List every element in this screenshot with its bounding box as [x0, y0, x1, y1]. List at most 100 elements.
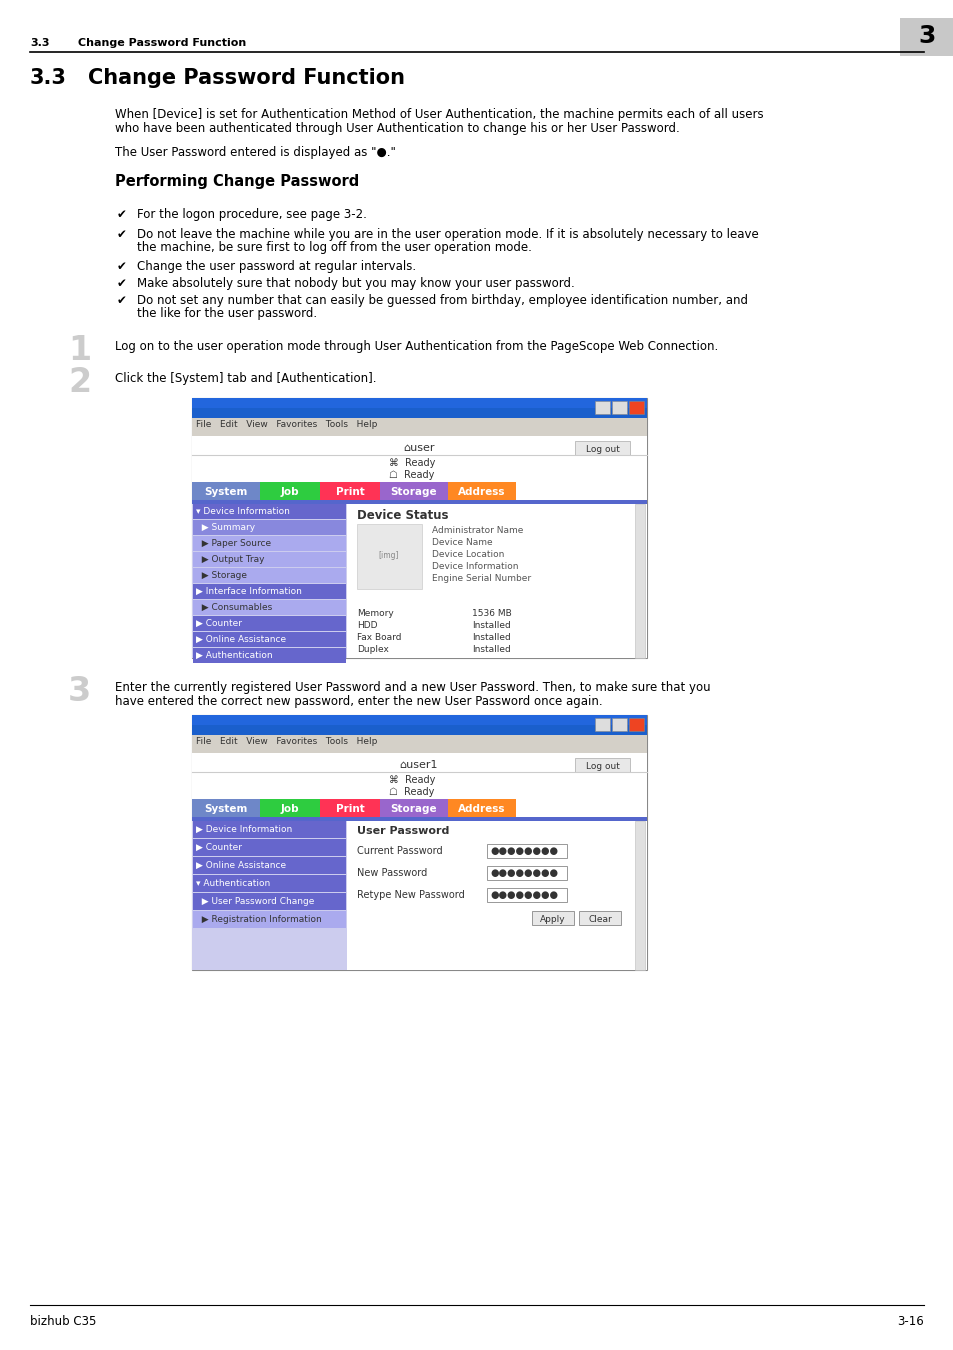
Bar: [193, 632, 346, 647]
Text: Log out: Log out: [585, 446, 619, 454]
Bar: [486, 865, 566, 880]
Bar: [192, 398, 646, 418]
Text: ▶ User Password Change: ▶ User Password Change: [195, 896, 314, 906]
Text: Current Password: Current Password: [356, 846, 442, 856]
Bar: [486, 844, 566, 859]
Text: ▾ Device Information: ▾ Device Information: [195, 508, 290, 516]
Text: Do not set any number that can easily be guessed from birthday, employee identif: Do not set any number that can easily be…: [137, 294, 747, 306]
Text: ✔: ✔: [117, 261, 127, 273]
Text: Installed: Installed: [472, 633, 510, 643]
Bar: [192, 500, 646, 504]
Text: ●●●●●●●●: ●●●●●●●●: [490, 868, 558, 878]
Text: Change Password Function: Change Password Function: [88, 68, 405, 88]
Text: Apply: Apply: [539, 915, 565, 923]
Text: Device Status: Device Status: [356, 509, 448, 522]
Bar: [192, 821, 347, 971]
Text: ⌘  Ready: ⌘ Ready: [389, 775, 435, 784]
Bar: [193, 911, 346, 927]
Bar: [628, 718, 643, 730]
Bar: [595, 718, 609, 730]
Bar: [448, 799, 516, 817]
Bar: [193, 648, 346, 663]
Text: ▶ Output Tray: ▶ Output Tray: [195, 555, 264, 564]
Text: ▶ Counter: ▶ Counter: [195, 842, 242, 852]
Text: 3.3: 3.3: [30, 68, 67, 88]
Text: ▶ Device Information: ▶ Device Information: [195, 825, 292, 834]
Bar: [193, 568, 346, 583]
Text: the like for the user password.: the like for the user password.: [137, 306, 316, 320]
Text: ⌂user: ⌂user: [403, 443, 435, 454]
Bar: [193, 892, 346, 910]
Text: ✔: ✔: [117, 208, 127, 221]
Bar: [612, 401, 626, 414]
Text: Log on to the user operation mode through User Authentication from the PageScope: Log on to the user operation mode throug…: [115, 340, 718, 352]
Text: File   Edit   View   Favorites   Tools   Help: File Edit View Favorites Tools Help: [195, 737, 377, 747]
Text: ▶ Authentication: ▶ Authentication: [195, 651, 273, 660]
Text: Performing Change Password: Performing Change Password: [115, 174, 359, 189]
Text: Retype New Password: Retype New Password: [356, 890, 464, 900]
Text: Storage: Storage: [391, 805, 436, 814]
Text: ☖  Ready: ☖ Ready: [389, 787, 434, 796]
Bar: [192, 418, 646, 436]
Text: ✔: ✔: [117, 228, 127, 242]
Text: File   Edit   View   Favorites   Tools   Help: File Edit View Favorites Tools Help: [195, 420, 377, 429]
Text: Log out: Log out: [585, 761, 619, 771]
Bar: [193, 821, 346, 838]
Text: HDD: HDD: [356, 621, 377, 630]
Bar: [319, 799, 379, 817]
Text: Device Name: Device Name: [432, 539, 492, 547]
Text: ▶ Paper Source: ▶ Paper Source: [195, 539, 271, 548]
Text: Memory: Memory: [356, 609, 394, 618]
Bar: [260, 482, 319, 500]
Text: 3.3: 3.3: [30, 38, 50, 49]
Text: 2: 2: [68, 366, 91, 400]
Text: When [Device] is set for Authentication Method of User Authentication, the machi: When [Device] is set for Authentication …: [115, 108, 762, 122]
Text: Print: Print: [335, 805, 364, 814]
Text: ⌂user1: ⌂user1: [399, 760, 437, 770]
Text: ▶ Online Assistance: ▶ Online Assistance: [195, 634, 286, 644]
Text: [img]: [img]: [378, 551, 399, 560]
Bar: [193, 552, 346, 567]
Text: 1: 1: [68, 333, 91, 367]
Bar: [486, 888, 566, 902]
Text: Installed: Installed: [472, 621, 510, 630]
Bar: [448, 482, 516, 500]
Text: ▶ Summary: ▶ Summary: [195, 522, 254, 532]
Text: ▶ Storage: ▶ Storage: [195, 571, 247, 580]
Bar: [319, 482, 379, 500]
Bar: [193, 504, 346, 518]
Text: User Password: User Password: [356, 826, 449, 836]
Text: ▾ Authentication: ▾ Authentication: [195, 879, 270, 888]
Bar: [575, 757, 629, 772]
Bar: [192, 799, 260, 817]
Text: System: System: [204, 805, 248, 814]
Text: Change the user password at regular intervals.: Change the user password at regular inte…: [137, 261, 416, 273]
Text: For the logon procedure, see page 3-2.: For the logon procedure, see page 3-2.: [137, 208, 367, 221]
Text: ⌘  Ready: ⌘ Ready: [389, 458, 435, 468]
Bar: [192, 398, 646, 408]
Bar: [379, 799, 448, 817]
Bar: [193, 857, 346, 873]
Text: Administrator Name: Administrator Name: [432, 526, 523, 535]
Bar: [192, 716, 646, 734]
Text: 1536 MB: 1536 MB: [472, 609, 511, 618]
Bar: [192, 504, 347, 657]
Text: New Password: New Password: [356, 868, 427, 878]
Bar: [347, 821, 646, 971]
Bar: [193, 520, 346, 535]
Bar: [192, 398, 646, 657]
Text: Job: Job: [280, 487, 299, 497]
Bar: [192, 716, 646, 725]
Text: ☖  Ready: ☖ Ready: [389, 470, 434, 481]
Text: Device Location: Device Location: [432, 549, 504, 559]
Text: have entered the correct new password, enter the new User Password once again.: have entered the correct new password, e…: [115, 695, 602, 707]
Bar: [192, 716, 646, 971]
Text: ●●●●●●●●: ●●●●●●●●: [490, 846, 558, 856]
Bar: [635, 821, 644, 971]
Bar: [193, 616, 346, 630]
Text: ▶ Consumables: ▶ Consumables: [195, 603, 272, 612]
Text: bizhub C35: bizhub C35: [30, 1315, 96, 1328]
Bar: [595, 401, 609, 414]
Bar: [635, 504, 644, 657]
Text: ▶ Counter: ▶ Counter: [195, 620, 242, 628]
